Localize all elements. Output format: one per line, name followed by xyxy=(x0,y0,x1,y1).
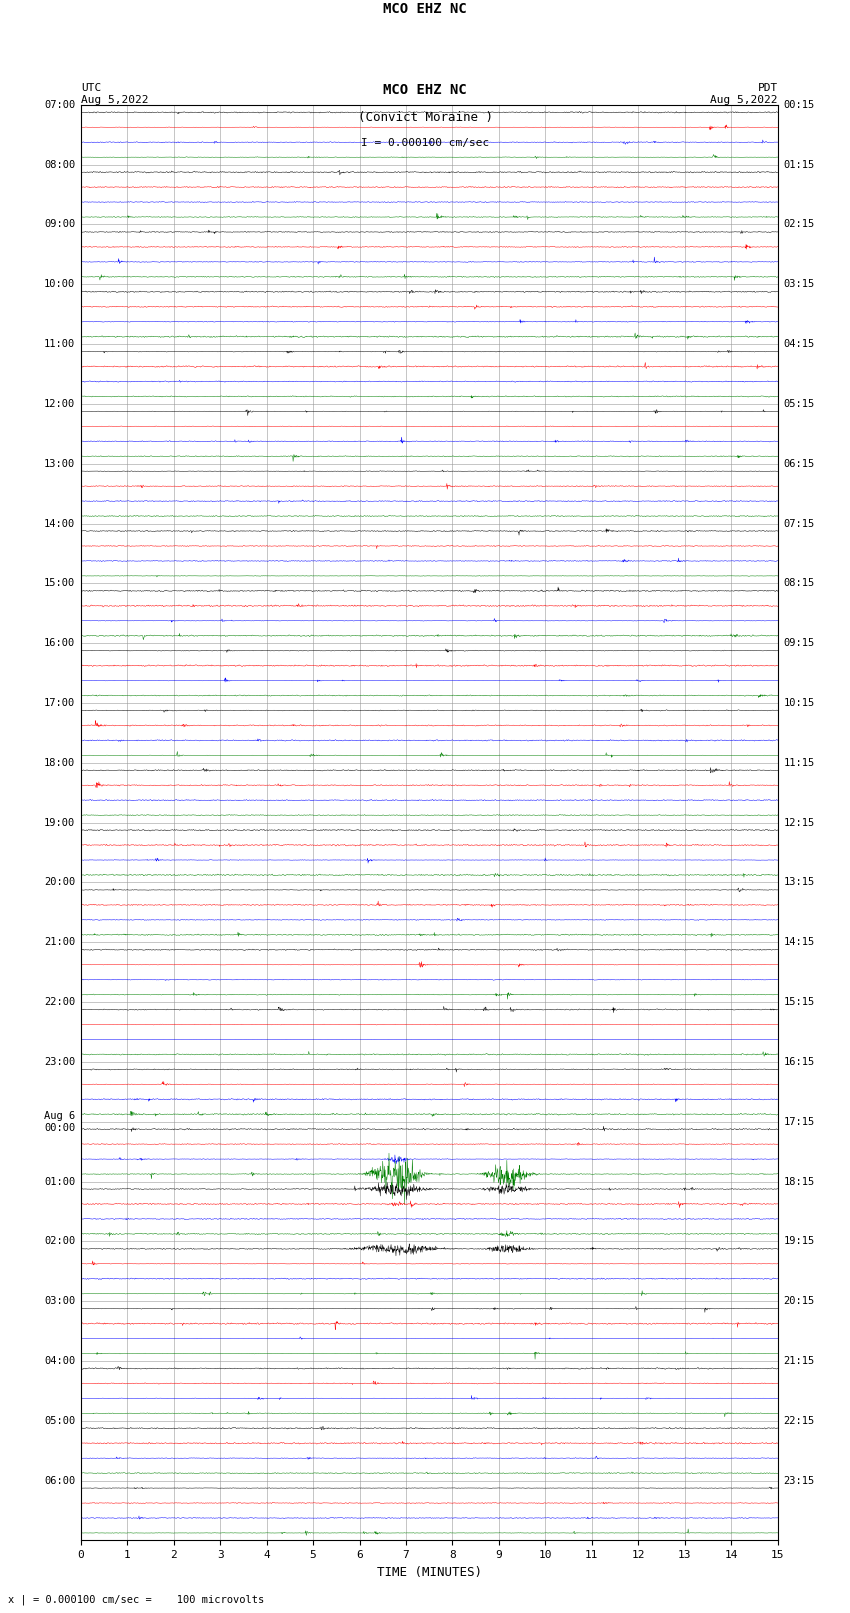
Text: 19:15: 19:15 xyxy=(784,1236,814,1247)
Text: 22:00: 22:00 xyxy=(44,997,75,1007)
Text: 15:00: 15:00 xyxy=(44,579,75,589)
Text: 09:00: 09:00 xyxy=(44,219,75,229)
Text: 17:15: 17:15 xyxy=(784,1116,814,1127)
Text: 06:00: 06:00 xyxy=(44,1476,75,1486)
Text: 00:15: 00:15 xyxy=(784,100,814,110)
Text: 16:15: 16:15 xyxy=(784,1057,814,1066)
Text: 20:00: 20:00 xyxy=(44,877,75,887)
Text: 18:00: 18:00 xyxy=(44,758,75,768)
Text: 12:15: 12:15 xyxy=(784,818,814,827)
Text: 06:15: 06:15 xyxy=(784,458,814,469)
Text: x | = 0.000100 cm/sec =    100 microvolts: x | = 0.000100 cm/sec = 100 microvolts xyxy=(8,1594,264,1605)
Text: 07:00: 07:00 xyxy=(44,100,75,110)
Text: 11:15: 11:15 xyxy=(784,758,814,768)
Text: 22:15: 22:15 xyxy=(784,1416,814,1426)
Text: 03:00: 03:00 xyxy=(44,1297,75,1307)
Text: PDT
Aug 5,2022: PDT Aug 5,2022 xyxy=(711,84,778,105)
X-axis label: TIME (MINUTES): TIME (MINUTES) xyxy=(377,1566,482,1579)
Text: 15:15: 15:15 xyxy=(784,997,814,1007)
Text: 19:00: 19:00 xyxy=(44,818,75,827)
Text: 08:00: 08:00 xyxy=(44,160,75,169)
Text: 14:15: 14:15 xyxy=(784,937,814,947)
Text: 05:00: 05:00 xyxy=(44,1416,75,1426)
Text: 16:00: 16:00 xyxy=(44,639,75,648)
Text: 17:00: 17:00 xyxy=(44,698,75,708)
Text: 02:15: 02:15 xyxy=(784,219,814,229)
Text: 13:00: 13:00 xyxy=(44,458,75,469)
Text: 03:15: 03:15 xyxy=(784,279,814,289)
Text: 11:00: 11:00 xyxy=(44,339,75,348)
Text: 21:00: 21:00 xyxy=(44,937,75,947)
Text: UTC
Aug 5,2022: UTC Aug 5,2022 xyxy=(81,84,148,105)
Text: 20:15: 20:15 xyxy=(784,1297,814,1307)
Text: 08:15: 08:15 xyxy=(784,579,814,589)
Text: 21:15: 21:15 xyxy=(784,1357,814,1366)
Text: 23:00: 23:00 xyxy=(44,1057,75,1066)
Text: Aug 6
00:00: Aug 6 00:00 xyxy=(44,1111,75,1132)
Text: 01:15: 01:15 xyxy=(784,160,814,169)
Text: 23:15: 23:15 xyxy=(784,1476,814,1486)
Text: 01:00: 01:00 xyxy=(44,1176,75,1187)
Text: I = 0.000100 cm/sec: I = 0.000100 cm/sec xyxy=(361,139,489,148)
Text: 04:15: 04:15 xyxy=(784,339,814,348)
Text: 07:15: 07:15 xyxy=(784,518,814,529)
Text: 10:15: 10:15 xyxy=(784,698,814,708)
Text: 14:00: 14:00 xyxy=(44,518,75,529)
Text: (Convict Moraine ): (Convict Moraine ) xyxy=(358,111,492,124)
Text: 05:15: 05:15 xyxy=(784,398,814,410)
Text: MCO EHZ NC: MCO EHZ NC xyxy=(383,82,467,97)
Text: 09:15: 09:15 xyxy=(784,639,814,648)
Text: 18:15: 18:15 xyxy=(784,1176,814,1187)
Text: 04:00: 04:00 xyxy=(44,1357,75,1366)
Text: 02:00: 02:00 xyxy=(44,1236,75,1247)
Text: 10:00: 10:00 xyxy=(44,279,75,289)
Text: 13:15: 13:15 xyxy=(784,877,814,887)
Text: MCO EHZ NC: MCO EHZ NC xyxy=(383,2,467,16)
Text: 12:00: 12:00 xyxy=(44,398,75,410)
